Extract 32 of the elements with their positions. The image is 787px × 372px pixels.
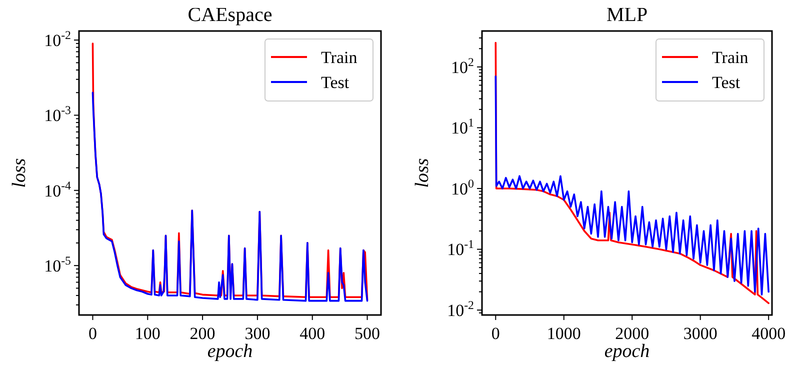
x-axis-title: epoch [207, 341, 253, 362]
chart-title: CAEspace [188, 4, 272, 26]
y-tick-label: 10$^{-2}$ [44, 28, 72, 50]
y-tick-label: 10$^{-4}$ [44, 178, 72, 200]
y-axis-title: loss [9, 158, 30, 188]
legend-label: Test [321, 72, 350, 92]
x-tick-label: 3000 [683, 324, 718, 343]
x-tick-label: 0 [491, 324, 500, 343]
x-tick-label: 0 [88, 324, 97, 343]
y-tick-label: 10$^{0}$ [451, 176, 474, 198]
x-tick-label: 2000 [615, 324, 650, 343]
y-tick-label: 10$^{2}$ [451, 54, 474, 77]
y-tick-label: 10$^{-2}$ [447, 298, 474, 320]
line-series [494, 75, 770, 296]
x-tick-label: 500 [354, 324, 380, 343]
y-axis-title: loss [412, 158, 433, 188]
x-tick-label: 200 [190, 324, 216, 343]
x-tick-label: 100 [134, 324, 160, 343]
x-tick-label: 400 [300, 324, 326, 343]
y-tick-label: 10$^{1}$ [451, 116, 474, 138]
chart-title: MLP [606, 4, 648, 26]
legend-label: Train [321, 48, 358, 67]
x-tick-label: 1000 [546, 324, 581, 343]
legend-label: Train [712, 48, 749, 67]
y-tick-label: 10$^{-3}$ [44, 103, 72, 126]
x-axis-title: epoch [604, 341, 650, 362]
x-tick-label: 300 [244, 324, 270, 343]
line-series [92, 92, 368, 302]
y-tick-label: 10$^{-1}$ [447, 237, 474, 260]
legend-label: Test [712, 72, 740, 92]
x-tick-label: 4000 [752, 324, 786, 343]
y-tick-label: 10$^{-5}$ [44, 254, 72, 276]
